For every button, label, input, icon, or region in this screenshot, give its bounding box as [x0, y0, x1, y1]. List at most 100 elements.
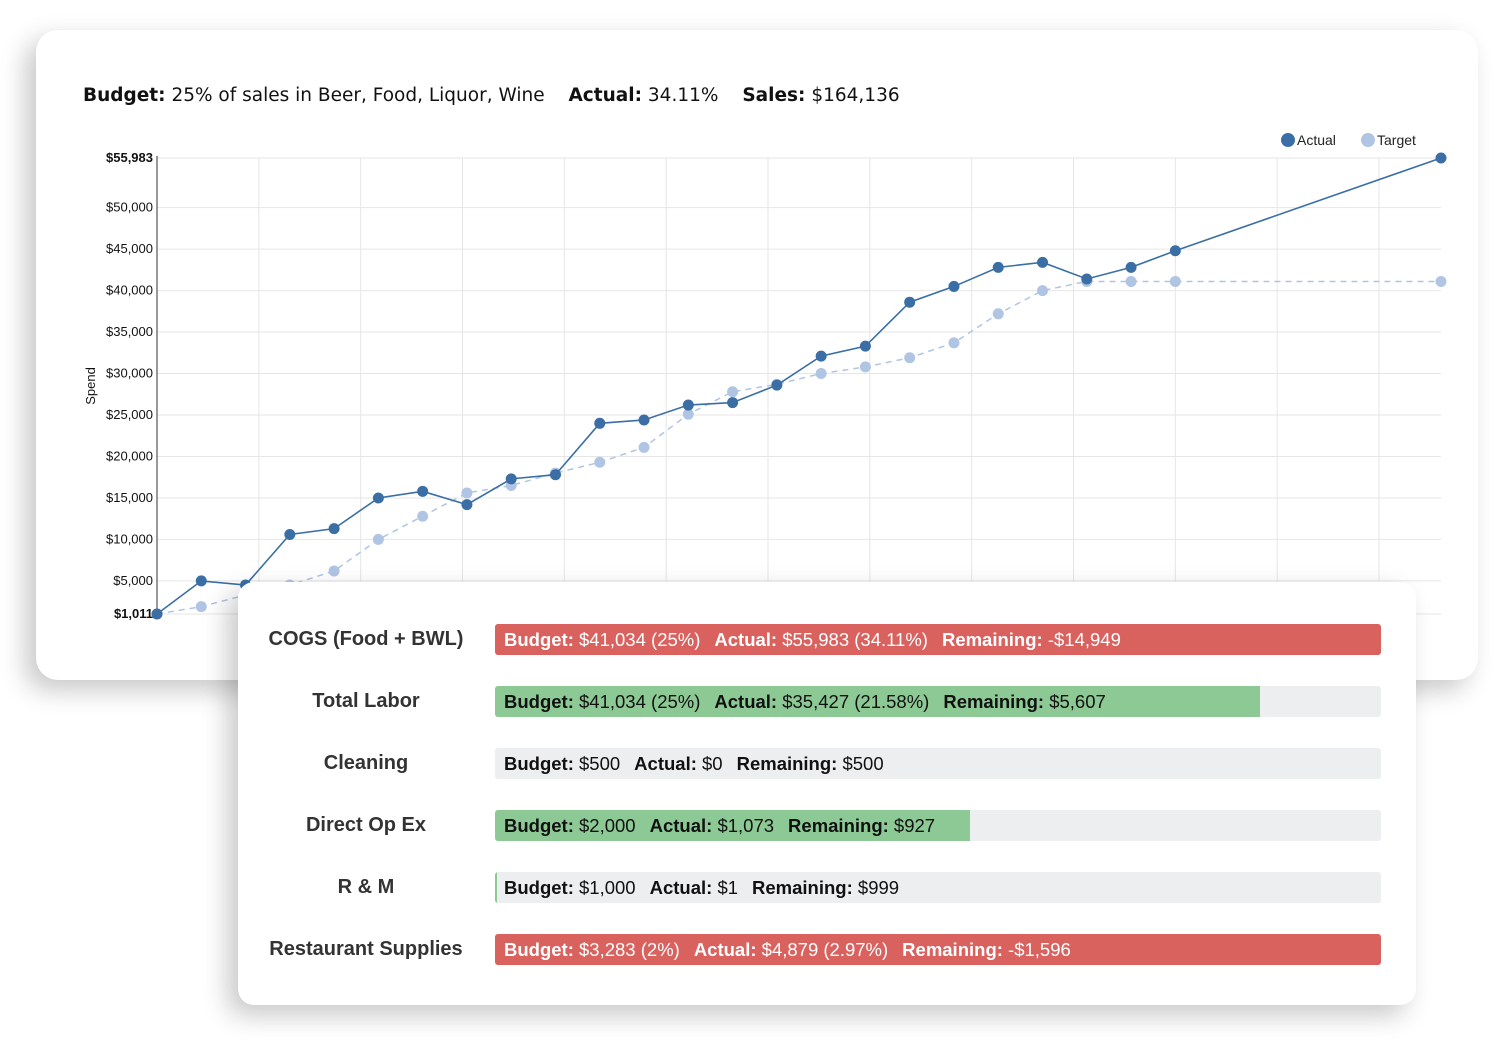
bar-actual-value: $55,983 (34.11%)	[782, 629, 928, 650]
legend-marker-target	[1361, 133, 1375, 147]
budget-bar-fill	[495, 624, 1381, 655]
bar-budget-label: Budget:	[504, 753, 574, 774]
bar-remaining-label: Remaining:	[736, 753, 838, 774]
budget-bar-track: Budget: $500 Actual: $0 Remaining: $500	[495, 748, 1381, 779]
bar-remaining-label: Remaining:	[941, 629, 1043, 650]
summary-sales-label: Sales:	[742, 85, 806, 106]
data-point-target	[461, 487, 473, 499]
budget-summary: Budget: 25% of sales in Beer, Food, Liqu…	[83, 85, 900, 106]
budget-bar-text: Budget: $2,000 Actual: $1,073 Remaining: $…	[504, 810, 935, 841]
data-point-actual	[284, 528, 296, 540]
y-tick-label: $20,000	[106, 448, 153, 463]
data-point-actual	[461, 499, 473, 511]
data-point-target	[815, 368, 827, 380]
data-point-actual	[948, 280, 960, 292]
bar-budget-value: $2,000	[579, 815, 636, 836]
data-point-actual	[549, 469, 561, 481]
bar-budget-label: Budget:	[504, 691, 574, 712]
budget-row-label: Cleaning	[323, 752, 409, 774]
data-point-target	[594, 456, 606, 468]
budget-bar-text: Budget: $41,034 (25%) Actual: $55,983 (34…	[504, 624, 1121, 655]
data-point-actual	[505, 473, 517, 485]
bar-actual-value: $35,427 (21.58%)	[782, 691, 930, 712]
data-point-actual	[727, 397, 739, 409]
bar-remaining-label: Remaining:	[943, 691, 1045, 712]
data-point-target	[638, 441, 650, 453]
data-point-actual	[1435, 152, 1447, 164]
bar-remaining-value: $5,607	[1049, 691, 1106, 712]
bar-budget-value: $3,283 (2%)	[579, 939, 680, 960]
data-point-target	[195, 601, 207, 613]
data-point-actual	[1037, 256, 1049, 268]
bar-remaining-value: $500	[842, 753, 884, 774]
budget-bar-fill	[495, 872, 497, 903]
data-point-target	[992, 308, 1004, 320]
bar-budget-label: Budget:	[504, 629, 574, 650]
data-point-actual	[328, 523, 340, 535]
bar-remaining-value: -$14,949	[1047, 629, 1121, 650]
bar-actual-value: $1,073	[717, 815, 775, 836]
y-tick-label: $50,000	[106, 200, 153, 215]
summary-budget-label: Budget:	[83, 85, 166, 106]
bar-actual-label: Actual:	[649, 877, 713, 898]
y-tick-label: $45,000	[106, 241, 153, 256]
data-point-target	[328, 565, 340, 577]
bar-budget-value: $41,034 (25%)	[579, 629, 701, 650]
bar-budget-value: $41,034 (25%)	[579, 691, 701, 712]
data-point-actual	[859, 340, 871, 352]
bar-actual-label: Actual:	[649, 815, 713, 836]
bar-actual-value: $4,879 (2.97%)	[761, 939, 889, 960]
data-point-actual	[1169, 245, 1181, 257]
y-axis-label: Spend	[83, 367, 98, 405]
bar-budget-value: $500	[579, 753, 621, 774]
budget-row-label: Total Labor	[312, 690, 420, 712]
y-tick-label: $15,000	[106, 490, 153, 505]
legend-label-target: Target	[1377, 132, 1416, 148]
summary-sales-value: $164,136	[811, 85, 900, 106]
y-tick-label: $5,000	[113, 573, 153, 588]
y-tick-label: $40,000	[106, 283, 153, 298]
legend-marker-actual	[1281, 133, 1295, 147]
bar-remaining-label: Remaining:	[788, 815, 889, 836]
bar-remaining-label: Remaining:	[752, 877, 853, 898]
budget-bar-track: Budget: $41,034 (25%) Actual: $35,427 (21…	[495, 686, 1381, 717]
bar-budget-label: Budget:	[504, 939, 574, 960]
bar-actual-value: $0	[702, 753, 723, 774]
data-point-target	[682, 408, 694, 420]
data-point-actual	[904, 296, 916, 308]
budget-row: Restaurant Supplies Budget: $3,283 (2%) Ac…	[238, 934, 1416, 965]
data-point-target	[1169, 275, 1181, 287]
data-point-actual	[417, 485, 429, 497]
budget-bar-track: Budget: $2,000 Actual: $1,073 Remaining: $…	[495, 810, 1381, 841]
data-point-target	[948, 337, 960, 349]
data-point-target	[727, 386, 739, 398]
bar-budget-label: Budget:	[504, 877, 574, 898]
data-point-target	[1125, 275, 1137, 287]
series-line-actual	[156, 157, 1442, 615]
data-point-target	[417, 510, 429, 522]
data-point-target	[859, 361, 871, 373]
bar-actual-label: Actual:	[634, 753, 697, 774]
data-point-target	[904, 352, 916, 364]
bar-actual-label: Actual:	[714, 691, 778, 712]
budget-bar-text: Budget: $1,000 Actual: $1 Remaining: $999	[504, 872, 899, 903]
budget-bar-track: Budget: $1,000 Actual: $1 Remaining: $999	[495, 872, 1381, 903]
y-tick-label: $55,983	[106, 150, 153, 165]
y-tick-label: $10,000	[106, 531, 153, 546]
bar-remaining-value: -$1,596	[1008, 939, 1071, 960]
budget-row: COGS (Food + BWL) Budget: $41,034 (25%) Ac…	[238, 624, 1416, 655]
bar-actual-value: $1	[717, 877, 739, 898]
summary-actual-label: Actual:	[568, 85, 643, 106]
data-point-actual	[992, 261, 1004, 273]
budget-row-label: Restaurant Supplies	[269, 938, 463, 960]
data-point-actual	[771, 379, 783, 391]
data-point-actual	[151, 608, 163, 620]
data-point-actual	[682, 399, 694, 411]
data-point-actual	[1125, 261, 1137, 273]
data-point-actual	[1081, 273, 1093, 285]
budget-row: R & M Budget: $1,000 Actual: $1 Remaining: …	[238, 872, 1416, 903]
budget-row-label: R & M	[337, 876, 395, 898]
budget-row-label: Direct Op Ex	[305, 814, 427, 836]
bar-remaining-label: Remaining:	[902, 939, 1003, 960]
y-tick-label: $1,011	[114, 606, 153, 621]
